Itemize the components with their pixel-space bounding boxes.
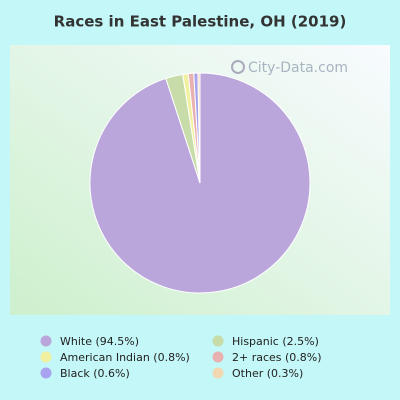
legend-swatch: [40, 367, 52, 379]
legend-label: Other (0.3%): [232, 367, 303, 380]
legend-label: Black (0.6%): [60, 367, 130, 380]
legend-label: Hispanic (2.5%): [232, 335, 319, 348]
legend-swatch: [212, 351, 224, 363]
legend-label: 2+ races (0.8%): [232, 351, 322, 364]
watermark-icon: [231, 60, 245, 74]
legend-swatch: [40, 335, 52, 347]
watermark: City-Data.com: [248, 60, 348, 76]
legend-swatch: [212, 367, 224, 379]
legend-label: White (94.5%): [60, 335, 139, 348]
legend-swatch: [212, 335, 224, 347]
pie-slice: [197, 72, 201, 184]
legend-swatch: [40, 351, 52, 363]
chart-title: Races in East Palestine, OH (2019): [54, 13, 347, 31]
legend-label: American Indian (0.8%): [60, 351, 190, 364]
